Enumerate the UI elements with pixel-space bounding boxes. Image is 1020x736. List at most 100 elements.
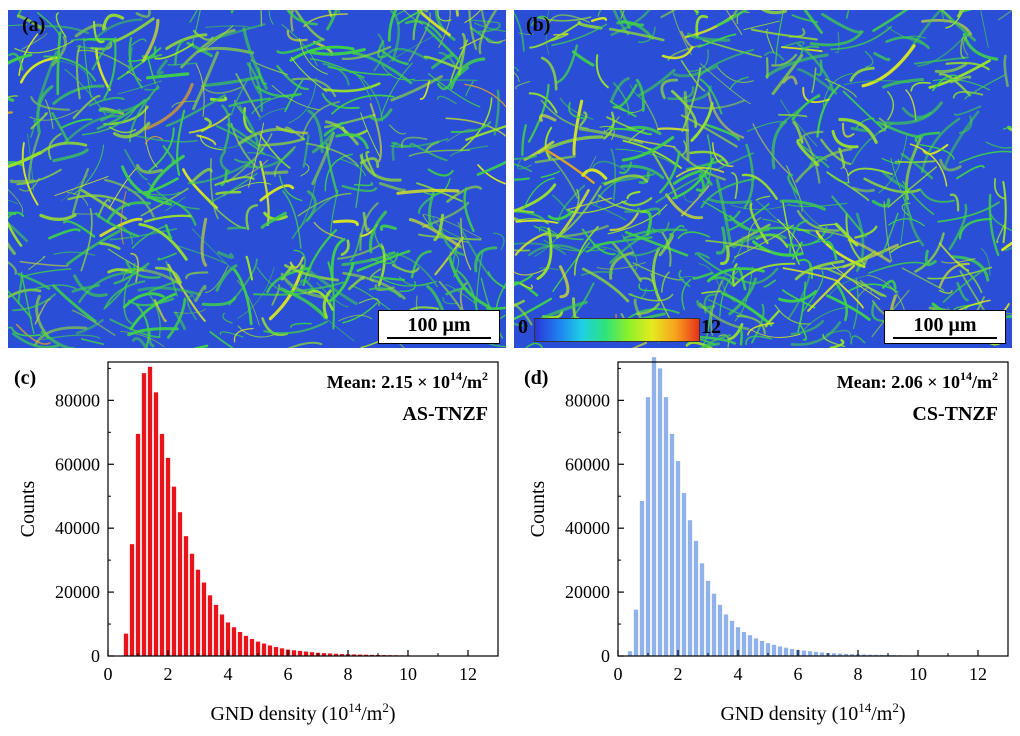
map-streak [51,35,68,67]
map-streak [945,10,965,29]
map-streak [186,41,213,58]
map-streak [816,59,823,77]
map-streak [741,173,778,200]
map-streak [468,10,478,50]
map-streak [901,106,932,119]
map-streak [258,107,289,121]
histogram-bar [225,622,231,656]
map-streak [542,224,609,238]
map-streak [881,170,910,191]
map-streak [124,149,148,181]
map-streak [940,10,946,23]
map-streak [245,204,259,231]
map-streak [705,123,741,141]
map-streak [48,228,81,240]
map-streak [609,77,630,104]
histogram-c-yticks: 0 20000 40000 60000 80000 [55,367,114,666]
histogram-c-chart: 0 20000 40000 60000 80000 0 2 4 6 8 10 12 (c) Mean… [14,361,499,725]
map-streak [283,281,345,294]
map-streak [197,25,234,53]
map-streak [465,81,474,97]
map-streak [748,267,779,285]
histogram-bar [639,501,645,656]
map-streak [77,49,131,69]
map-streak [631,341,648,348]
map-streak [678,269,691,288]
map-streak [399,280,417,292]
map-streak [824,267,887,298]
map-streak [731,236,744,264]
map-streak [716,10,748,27]
map-streak [97,198,111,218]
map-streak [73,274,108,298]
map-streak [28,255,46,271]
map-streak [238,105,259,145]
map-streak [156,59,168,76]
map-streak [478,10,498,55]
map-streak [216,250,234,259]
map-streak [389,10,401,62]
histogram-bar [783,647,789,656]
map-streak [228,97,272,108]
map-streak [72,94,101,120]
map-streak [306,48,366,56]
map-streak [961,10,973,13]
map-streak [236,267,275,319]
map-streak [290,322,312,329]
map-streak [126,71,142,82]
map-streak [389,124,407,135]
map-streak [938,289,953,294]
map-streak [854,256,869,268]
map-streak [694,252,710,259]
map-streak [141,18,160,63]
map-streak [914,232,945,273]
histogram-bar [675,461,681,656]
histogram-bar [297,650,303,656]
map-streak [540,56,558,91]
map-streak [777,219,803,253]
map-streak [187,160,253,185]
map-streak [16,14,45,32]
map-streak [525,342,544,348]
map-streak [661,232,672,267]
map-streak [71,309,116,336]
map-streak [259,184,295,202]
map-streak [590,17,608,23]
map-streak [755,195,771,201]
map-streak [675,167,725,178]
map-streak [552,242,591,293]
map-streak [235,73,261,118]
map-streak [699,63,751,105]
map-streak [359,157,380,168]
map-streak [586,246,633,268]
map-streak [135,10,151,18]
map-streak [66,229,121,266]
map-streak [591,203,627,221]
map-streak [38,141,88,155]
map-streak [636,302,660,316]
map-streak [476,160,506,176]
histogram-bar [243,635,249,656]
map-streak [302,134,310,168]
map-streak [8,53,33,65]
map-streak [514,72,520,82]
map-streak [209,157,219,220]
map-streak [80,208,93,272]
map-streak [514,302,533,326]
map-streak [665,224,685,245]
map-streak [137,286,202,296]
map-streak [8,288,42,299]
map-streak [787,173,799,195]
map-streak [9,179,36,184]
map-streak [592,160,626,171]
map-streak [253,292,307,296]
histogram-bar [657,368,663,656]
map-streak [99,217,143,238]
x-tick-label: 6 [794,664,803,684]
map-streak [538,16,592,22]
map-streak [387,10,398,42]
map-streak [838,117,878,144]
map-streak [919,188,955,203]
map-streak [720,244,730,266]
map-streak [8,24,28,27]
